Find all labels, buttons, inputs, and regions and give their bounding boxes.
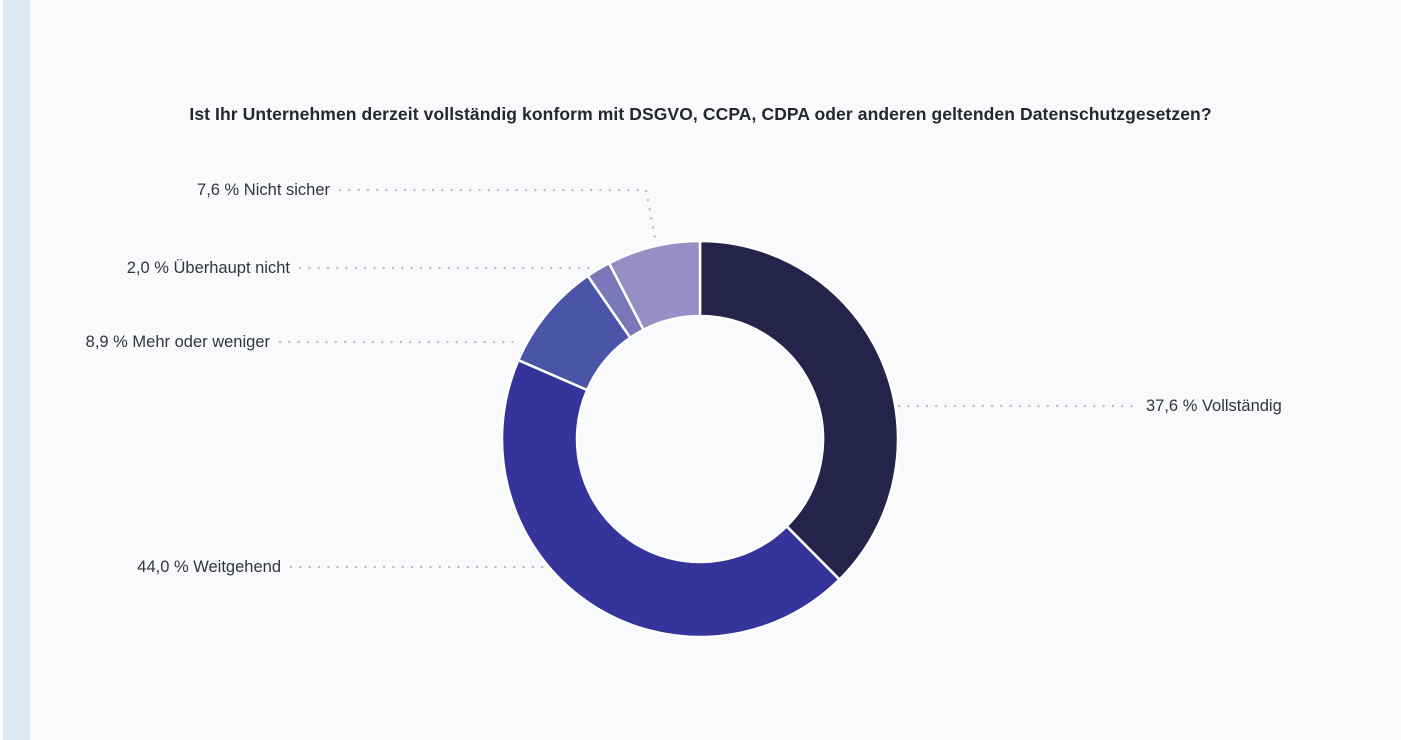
slice-label-nicht-sicher: 7,6 % Nicht sicher xyxy=(197,181,330,199)
slice-label-mehr-oder-weniger: 8,9 % Mehr oder weniger xyxy=(85,333,270,351)
slice-label-ueberhaupt-nicht: 2,0 % Überhaupt nicht xyxy=(126,259,290,277)
leader-line-nicht-sicher xyxy=(338,188,658,245)
donut-slice-weitgehend[interactable] xyxy=(500,358,841,639)
donut-slice-vollstaendig[interactable] xyxy=(698,239,900,581)
slice-label-weitgehend: 44,0 % Weitgehend xyxy=(137,558,281,576)
slice-label-vollstaendig: 37,6 % Vollständig xyxy=(1146,397,1282,415)
donut-slice-nicht-sicher[interactable] xyxy=(607,239,702,331)
chart-title: Ist Ihr Unternehmen derzeit vollständig … xyxy=(189,104,1212,124)
left-accent-bar xyxy=(3,0,30,740)
